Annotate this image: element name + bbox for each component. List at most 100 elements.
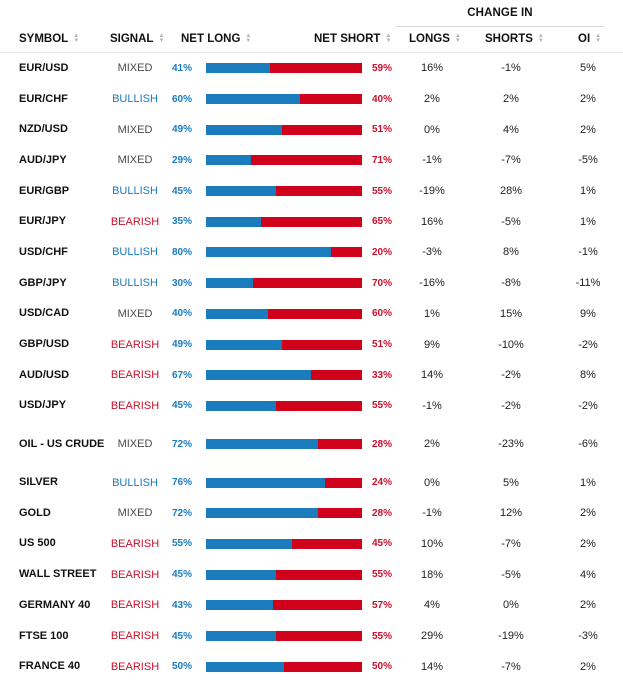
table-row[interactable]: NZD/USD MIXED 49% 51% 0% 4% 2%: [0, 114, 623, 145]
signal-cell: BEARISH: [110, 537, 160, 550]
signal-cell: MIXED: [117, 507, 153, 520]
symbol-cell[interactable]: USD/JPY: [19, 399, 67, 412]
table-row[interactable]: AUD/JPY MIXED 29% 71% -1% -7% -5%: [0, 145, 623, 176]
symbol-cell[interactable]: USD/CHF: [19, 245, 68, 258]
signal-cell: BEARISH: [110, 399, 160, 412]
signal-cell: MIXED: [117, 307, 153, 320]
header-net-short[interactable]: NET SHORT ▲ ▼: [314, 26, 391, 52]
change-oi-value: -5%: [578, 154, 598, 167]
net-long-bar: [206, 439, 319, 450]
change-shorts-value: 0%: [503, 599, 519, 612]
sentiment-bar: [206, 94, 362, 105]
net-long-bar: [206, 661, 284, 672]
change-longs-value: -19%: [419, 185, 445, 198]
change-oi-value: 1%: [580, 215, 596, 228]
table-row[interactable]: FTSE 100 BEARISH 45% 55% 29% -19% -3%: [0, 621, 623, 652]
change-oi-value: -1%: [578, 246, 598, 259]
table-row[interactable]: GOLD MIXED 72% 28% -1% 12% 2%: [0, 498, 623, 529]
symbol-cell[interactable]: EUR/USD: [19, 61, 69, 74]
symbol-cell[interactable]: USD/CAD: [19, 307, 70, 320]
symbol-cell[interactable]: WALL STREET: [19, 568, 97, 581]
header-symbol-label: SYMBOL: [19, 33, 69, 45]
symbol-cell[interactable]: GBP/USD: [19, 338, 70, 351]
net-short-value: 60%: [371, 308, 392, 320]
net-long-bar: [206, 508, 319, 519]
net-short-value: 57%: [371, 599, 392, 611]
net-short-bar: [291, 538, 362, 549]
symbol-cell[interactable]: GOLD: [19, 506, 51, 519]
net-long-bar: [206, 400, 277, 411]
table-row[interactable]: WALL STREET BEARISH 45% 55% 18% -5% 4%: [0, 559, 623, 590]
change-longs-value: 18%: [420, 568, 444, 581]
sentiment-bar: [206, 308, 362, 319]
net-long-value: 45%: [172, 569, 193, 581]
net-long-value: 29%: [172, 154, 193, 166]
header-longs[interactable]: LONGS ▲ ▼: [409, 26, 461, 52]
net-long-value: 35%: [172, 216, 193, 228]
signal-cell: BEARISH: [110, 338, 160, 351]
change-oi-value: 4%: [580, 568, 596, 581]
net-short-value: 70%: [371, 277, 392, 289]
symbol-cell[interactable]: EUR/CHF: [19, 92, 68, 105]
net-long-value: 45%: [172, 630, 193, 642]
change-longs-value: 4%: [424, 599, 440, 612]
symbol-cell[interactable]: EUR/JPY: [19, 215, 67, 228]
table-row[interactable]: USD/CHF BULLISH 80% 20% -3% 8% -1%: [0, 237, 623, 268]
symbol-cell[interactable]: FRANCE 40: [19, 660, 81, 673]
table-row[interactable]: GERMANY 40 BEARISH 43% 57% 4% 0% 2%: [0, 590, 623, 621]
change-oi-value: 2%: [580, 93, 596, 106]
net-short-value: 24%: [371, 477, 392, 489]
symbol-cell[interactable]: US 500: [19, 537, 56, 550]
net-long-bar: [206, 600, 274, 611]
symbol-cell[interactable]: NZD/USD: [19, 123, 68, 136]
net-long-bar: [206, 278, 253, 289]
symbol-cell[interactable]: OIL - US CRUDE: [19, 437, 105, 450]
sentiment-bar: [206, 538, 362, 549]
table-row[interactable]: FRANCE 40 BEARISH 50% 50% 14% -7% 2%: [0, 651, 623, 682]
change-shorts-value: -5%: [501, 215, 521, 228]
symbol-cell[interactable]: GBP/JPY: [19, 276, 67, 289]
net-short-bar: [260, 216, 362, 227]
header-signal[interactable]: SIGNAL ▲ ▼: [110, 26, 164, 52]
signal-cell: BEARISH: [110, 599, 160, 612]
change-longs-value: -1%: [422, 154, 442, 167]
header-shorts[interactable]: SHORTS ▲ ▼: [485, 26, 544, 52]
header-symbol[interactable]: SYMBOL ▲ ▼: [19, 26, 79, 52]
symbol-cell[interactable]: SILVER: [19, 476, 58, 489]
table-row[interactable]: US 500 BEARISH 55% 45% 10% -7% 2%: [0, 529, 623, 560]
change-shorts-value: -1%: [501, 62, 521, 75]
change-longs-value: -3%: [422, 246, 442, 259]
symbol-cell[interactable]: AUD/JPY: [19, 153, 67, 166]
table-row[interactable]: AUD/USD BEARISH 67% 33% 14% -2% 8%: [0, 360, 623, 391]
table-row[interactable]: OIL - US CRUDE MIXED 72% 28% 2% -23% -6%: [0, 421, 623, 467]
table-row[interactable]: EUR/JPY BEARISH 35% 65% 16% -5% 1%: [0, 206, 623, 237]
sort-arrows-icon: ▲ ▼: [245, 33, 252, 44]
signal-cell: BEARISH: [110, 660, 160, 673]
change-shorts-value: 8%: [503, 246, 519, 259]
symbol-cell[interactable]: GERMANY 40: [19, 598, 91, 611]
sentiment-bar: [206, 339, 362, 350]
change-oi-value: 2%: [580, 537, 596, 550]
sentiment-bar: [206, 508, 362, 519]
header-oi[interactable]: OI ▲ ▼: [578, 26, 601, 52]
table-row[interactable]: USD/CAD MIXED 40% 60% 1% 15% 9%: [0, 299, 623, 330]
symbol-cell[interactable]: FTSE 100: [19, 629, 69, 642]
change-shorts-value: -10%: [498, 338, 524, 351]
signal-cell: MIXED: [117, 62, 153, 75]
header-net-long[interactable]: NET LONG ▲ ▼: [181, 26, 251, 52]
table-row[interactable]: EUR/USD MIXED 41% 59% 16% -1% 5%: [0, 53, 623, 84]
net-short-bar: [276, 569, 362, 580]
sentiment-bar: [206, 600, 362, 611]
table-row[interactable]: GBP/USD BEARISH 49% 51% 9% -10% -2%: [0, 329, 623, 360]
symbol-cell[interactable]: EUR/GBP: [19, 184, 70, 197]
table-row[interactable]: USD/JPY BEARISH 45% 55% -1% -2% -2%: [0, 391, 623, 422]
change-shorts-value: 4%: [503, 123, 519, 136]
table-row[interactable]: EUR/GBP BULLISH 45% 55% -19% 28% 1%: [0, 176, 623, 207]
symbol-cell[interactable]: AUD/USD: [19, 368, 70, 381]
table-row[interactable]: EUR/CHF BULLISH 60% 40% 2% 2% 2%: [0, 84, 623, 115]
signal-cell: MIXED: [117, 154, 153, 167]
table-row[interactable]: SILVER BULLISH 76% 24% 0% 5% 1%: [0, 467, 623, 498]
net-long-value: 40%: [172, 308, 193, 320]
table-row[interactable]: GBP/JPY BULLISH 30% 70% -16% -8% -11%: [0, 268, 623, 299]
change-longs-value: -1%: [422, 507, 442, 520]
